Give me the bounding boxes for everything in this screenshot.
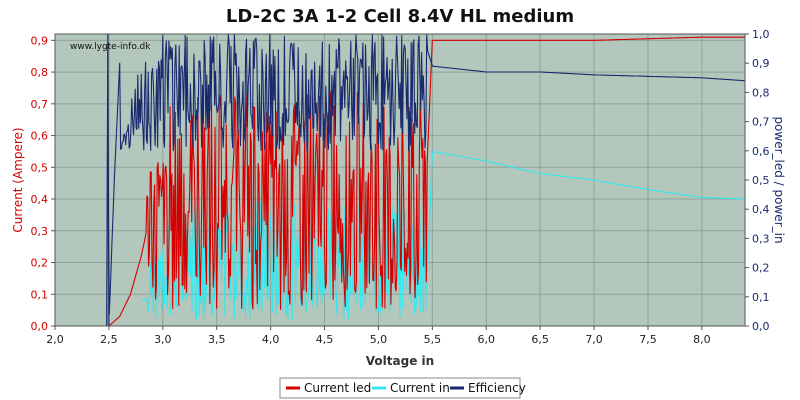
legend-box <box>279 377 521 399</box>
y-left-tick-label: 0,1 <box>31 288 49 301</box>
y-right-tick-label: 0,5 <box>752 174 770 187</box>
y-right-tick-label: 0,1 <box>752 291 770 304</box>
x-tick-label: 4,5 <box>316 333 334 346</box>
x-tick-label: 2,0 <box>46 333 64 346</box>
y-right-tick-label: 0,4 <box>752 203 770 216</box>
x-tick-label: 3,0 <box>154 333 172 346</box>
y-left-tick-label: 0,6 <box>31 130 49 143</box>
legend-label: Current led <box>304 381 371 395</box>
x-tick-label: 7,5 <box>639 333 657 346</box>
y-axis-right-label: power_led / power_in <box>772 116 786 243</box>
y-right-tick-label: 0,9 <box>752 57 770 70</box>
axes: 2,0 2,5 3,0 3,5 4,0 4,5 5,0 5,5 6,0 6,5 7,0 7,5 8,0 0… <box>31 28 770 346</box>
y-left-tick-label: 0,0 <box>31 320 49 333</box>
legend-label: Current in <box>390 381 450 395</box>
y-left-tick-label: 0,9 <box>31 34 49 47</box>
y-right-tick-label: 0,7 <box>752 116 770 129</box>
x-tick-label: 6,5 <box>531 333 549 346</box>
legend-label: Efficiency <box>468 381 526 395</box>
y-right-tick-label: 0,3 <box>752 232 770 245</box>
x-tick-label: 2,5 <box>100 333 118 346</box>
x-tick-label: 5,5 <box>424 333 442 346</box>
y-right-tick-label: 1,0 <box>752 28 770 41</box>
watermark: www.lygte-info.dk <box>70 42 151 52</box>
x-tick-label: 7,0 <box>585 333 603 346</box>
y-right-tick-label: 0,0 <box>752 320 770 333</box>
y-left-tick-label: 0,4 <box>31 193 49 206</box>
y-left-tick-label: 0,5 <box>31 161 49 174</box>
series-line-efficiency <box>106 33 745 327</box>
x-tick-label: 5,0 <box>370 333 388 346</box>
x-tick-label: 4,0 <box>262 333 280 346</box>
y-axis-left-label: Current (Ampere) <box>11 127 25 232</box>
x-axis-label: Voltage in <box>366 354 434 368</box>
x-tick-label: 3,5 <box>208 333 226 346</box>
series-line-current-led <box>108 36 745 327</box>
y-right-tick-label: 0,8 <box>752 86 770 99</box>
y-left-tick-label: 0,3 <box>31 225 49 238</box>
y-left-tick-label: 0,2 <box>31 257 49 270</box>
legend: Current led Current in Efficiency <box>279 377 526 399</box>
series-layer <box>106 33 745 327</box>
x-tick-label: 8,0 <box>693 333 711 346</box>
y-left-tick-label: 0,8 <box>31 66 49 79</box>
chart-title: LD-2C 3A 1-2 Cell 8.4V HL medium <box>226 6 574 27</box>
y-right-tick-label: 0,6 <box>752 145 770 158</box>
x-tick-label: 6,0 <box>478 333 496 346</box>
y-right-tick-label: 0,2 <box>752 262 770 275</box>
y-left-tick-label: 0,7 <box>31 98 49 111</box>
